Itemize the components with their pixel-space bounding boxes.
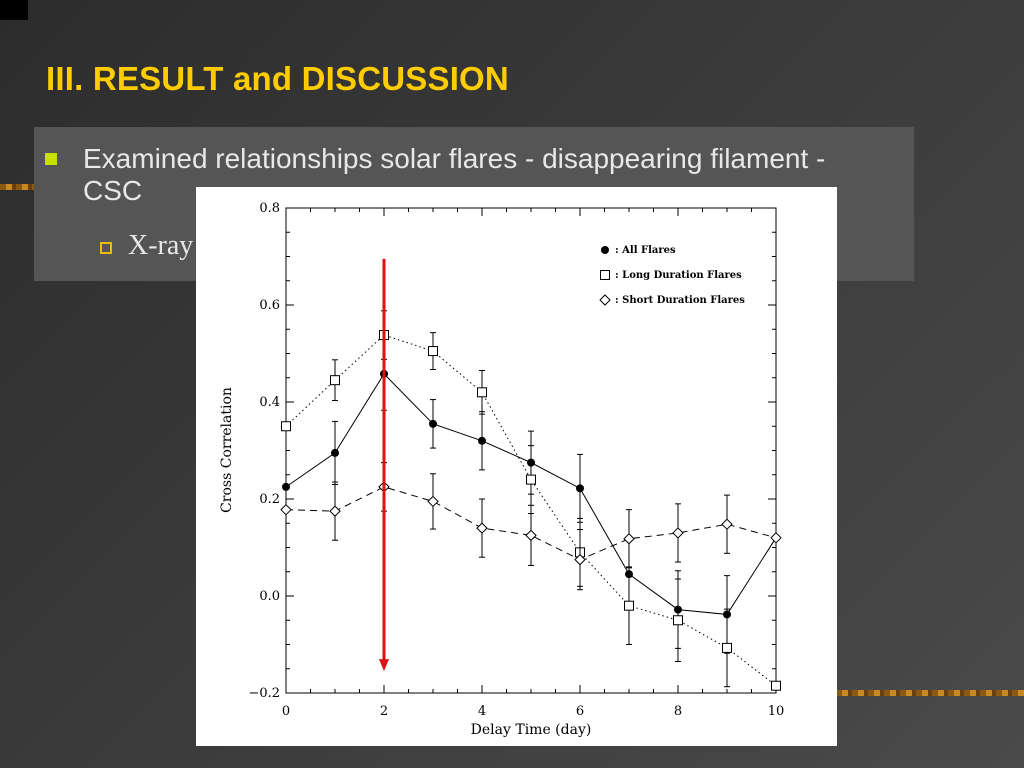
series-line xyxy=(285,486,777,561)
hollow-square-bullet-icon xyxy=(100,242,112,254)
data-point xyxy=(429,419,437,428)
series-layer xyxy=(280,310,782,691)
legend-marker xyxy=(600,270,610,280)
bullet-text: Examined relationships solar flares - di… xyxy=(83,143,826,206)
slide-title: III. RESULT and DISCUSSION xyxy=(46,60,509,97)
legend-label: : Long Duration Flares xyxy=(615,270,742,281)
x-tick-label: 6 xyxy=(576,704,584,719)
legend-label: : All Flares xyxy=(615,245,676,256)
chart-panel: 0 2 4 6 8 10 −0.2 0.0 0.2 0.4 0.6 0.8 Delay Time (… xyxy=(196,187,837,746)
y-tick-label: 0.0 xyxy=(259,589,280,604)
y-tick-label: 0.8 xyxy=(259,201,280,216)
x-tick-labels: 0 2 4 6 8 10 xyxy=(282,704,784,719)
cross-correlation-chart: 0 2 4 6 8 10 −0.2 0.0 0.2 0.4 0.6 0.8 Delay Time (… xyxy=(219,201,784,738)
sub-bullet-text: X-ray xyxy=(128,230,194,261)
data-point xyxy=(673,615,683,626)
annotation-layer xyxy=(379,258,389,672)
chart-legend: : All Flares : Long Duration Flares : Shor… xyxy=(599,245,745,306)
x-axis-label: Delay Time (day) xyxy=(471,722,592,738)
data-point xyxy=(478,436,486,445)
data-point xyxy=(574,553,586,566)
corner-block xyxy=(0,0,28,20)
y-tick-label: 0.6 xyxy=(259,298,280,313)
data-point xyxy=(330,375,340,386)
data-point xyxy=(576,484,584,493)
data-point xyxy=(525,529,537,542)
data-point xyxy=(722,642,732,653)
x-tick-label: 4 xyxy=(478,704,486,719)
data-point xyxy=(281,421,291,432)
decorative-stripe-left xyxy=(0,184,34,190)
data-point xyxy=(428,346,438,357)
data-point xyxy=(721,518,733,530)
x-tick-label: 2 xyxy=(380,704,388,719)
x-tick-label: 10 xyxy=(768,704,785,719)
y-tick-label: 0.2 xyxy=(259,492,280,507)
y-axis-label: Cross Correlation xyxy=(219,387,235,513)
red-arrow-head xyxy=(379,659,389,672)
data-point xyxy=(526,474,536,485)
data-point xyxy=(280,503,292,516)
data-point xyxy=(672,527,684,539)
data-point xyxy=(476,522,488,534)
legend-label: : Short Duration Flares xyxy=(615,295,745,306)
data-point xyxy=(427,495,439,508)
data-point xyxy=(623,533,635,545)
legend-marker xyxy=(601,246,609,254)
x-tick-label: 8 xyxy=(674,704,682,719)
data-point xyxy=(771,680,781,691)
data-point xyxy=(624,600,634,611)
data-point xyxy=(770,532,782,544)
square-bullet-icon xyxy=(45,153,57,165)
axis-ticks xyxy=(285,207,777,694)
y-tick-label: 0.4 xyxy=(259,395,280,410)
legend-marker xyxy=(599,294,611,306)
data-point xyxy=(477,387,487,398)
x-tick-label: 0 xyxy=(282,704,290,719)
data-point xyxy=(329,505,341,517)
data-point xyxy=(331,448,339,457)
data-point xyxy=(282,482,290,491)
decorative-stripe-right xyxy=(836,690,1024,696)
y-tick-label: −0.2 xyxy=(248,686,280,701)
y-tick-labels: −0.2 0.0 0.2 0.4 0.6 0.8 xyxy=(248,201,280,701)
